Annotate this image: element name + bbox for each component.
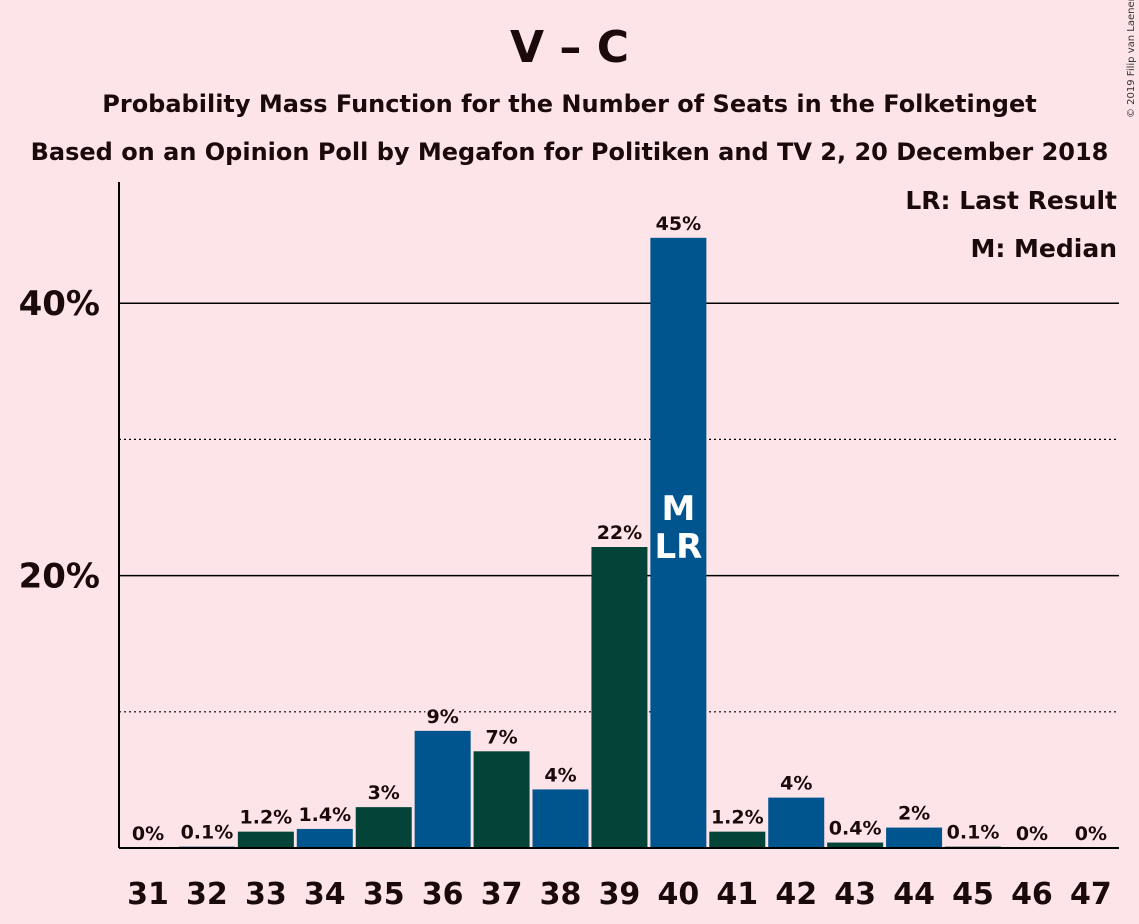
x-tick-label: 47: [1070, 877, 1112, 912]
x-tick-label: 36: [422, 877, 464, 912]
last-result-marker: LR: [654, 527, 702, 567]
x-tick-label: 38: [540, 877, 582, 912]
bar-value-label: 45%: [656, 213, 701, 235]
bar-value-label: 3%: [368, 782, 400, 804]
chart-source-subtitle: Based on an Opinion Poll by Megafon for …: [30, 138, 1109, 166]
bar: [296, 828, 353, 848]
bar-value-label: 0%: [1016, 823, 1048, 845]
bar-value-label: 1.4%: [298, 804, 351, 826]
bar: [473, 751, 530, 848]
bar: [414, 730, 471, 848]
bar-value-label: 7%: [485, 726, 517, 748]
chart-title: V – C: [510, 22, 629, 73]
x-tick-label: 31: [127, 877, 169, 912]
bar: [827, 842, 884, 848]
bar: [886, 827, 943, 848]
x-tick-label: 44: [893, 877, 935, 912]
bar-value-label: 4%: [780, 773, 812, 795]
bar: [768, 797, 825, 848]
chart-subtitle: Probability Mass Function for the Number…: [102, 90, 1037, 118]
bar-value-label: 2%: [898, 803, 930, 825]
legend-entry: M: Median: [970, 234, 1117, 263]
bar-value-label: 0%: [132, 823, 164, 845]
legend-entry: LR: Last Result: [905, 186, 1117, 215]
bar-value-label: 1.2%: [240, 807, 293, 829]
x-tick-label: 33: [245, 877, 287, 912]
bar: [355, 807, 412, 848]
x-tick-label: 41: [716, 877, 758, 912]
bar: [237, 831, 294, 848]
median-marker: M: [661, 489, 695, 529]
y-tick-label: 20%: [19, 557, 100, 597]
bar-value-label: 9%: [427, 706, 459, 728]
x-tick-label: 40: [657, 877, 699, 912]
x-tick-label: 42: [775, 877, 817, 912]
bar-value-label: 0%: [1075, 823, 1107, 845]
x-tick-label: 37: [481, 877, 523, 912]
x-tick-label: 34: [304, 877, 346, 912]
bar-value-label: 0.1%: [181, 822, 234, 844]
x-tick-label: 39: [599, 877, 641, 912]
x-tick-label: 43: [834, 877, 876, 912]
bar-value-label: 22%: [597, 522, 642, 544]
bar-value-label: 1.2%: [711, 807, 764, 829]
x-tick-label: 46: [1011, 877, 1053, 912]
bar: [532, 789, 589, 848]
bar-value-label: 4%: [544, 764, 576, 786]
bar: [709, 831, 766, 848]
x-tick-label: 32: [186, 877, 228, 912]
x-tick-label: 35: [363, 877, 405, 912]
bar: [650, 237, 707, 849]
bar: [591, 546, 648, 848]
x-tick-label: 45: [952, 877, 994, 912]
bar-value-label: 0.1%: [947, 822, 1000, 844]
y-tick-label: 40%: [19, 284, 100, 324]
bar-value-label: 0.4%: [829, 818, 882, 840]
